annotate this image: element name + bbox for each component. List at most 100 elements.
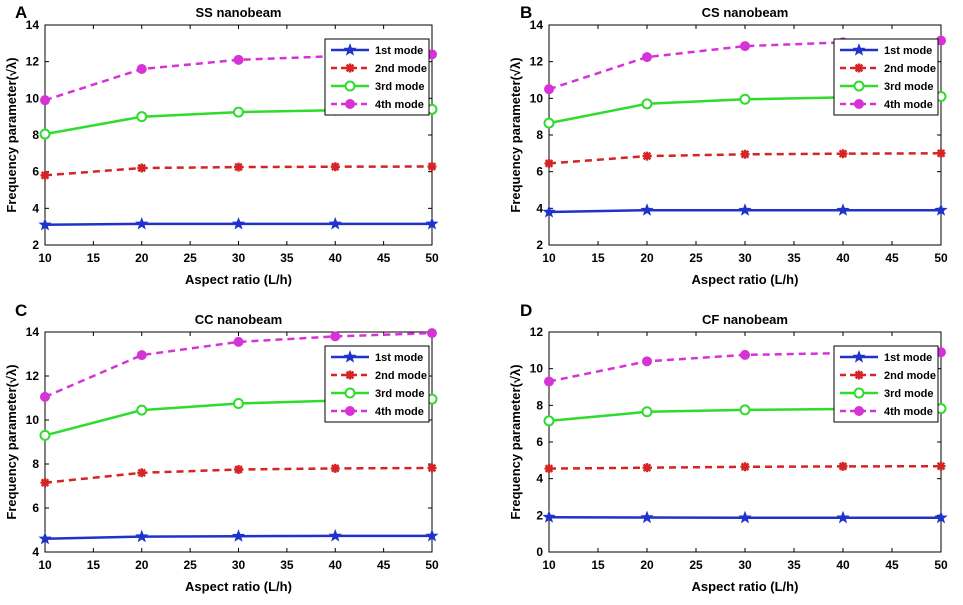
legend: 1st mode 2nd mode 3rd mode 4th mode	[324, 345, 430, 423]
y-axis-label: Frequency parameter(√λ)	[4, 364, 19, 519]
data-point	[233, 336, 244, 347]
x-tick-label: 45	[885, 251, 899, 265]
series-4th-mode	[40, 328, 437, 402]
y-tick-label: 6	[32, 165, 39, 179]
data-point	[836, 510, 850, 524]
series-2nd-mode	[544, 148, 946, 168]
legend-marker	[852, 350, 866, 363]
x-axis-label: Aspect ratio (L/h)	[185, 272, 292, 287]
x-tick-label: 35	[787, 558, 801, 572]
data-point	[641, 98, 653, 110]
x-tick-label: 20	[640, 251, 654, 265]
data-point	[934, 510, 948, 524]
chart-panel-d: D CF nanobeam 10 15 20 25 30 35 40 45 50 0 2 4 6 8 10 12 A…	[508, 301, 948, 594]
legend-entry: 2nd mode	[375, 63, 427, 75]
y-tick-label: 6	[32, 501, 39, 515]
data-point	[40, 391, 50, 402]
x-tick-label: 35	[787, 251, 801, 265]
data-point	[544, 158, 554, 168]
data-point	[40, 95, 50, 106]
x-tick-label: 35	[280, 558, 294, 572]
data-point	[544, 84, 554, 95]
data-point	[936, 148, 946, 158]
chart-title: SS nanobeam	[196, 5, 282, 20]
y-tick-label: 10	[26, 91, 40, 105]
x-tick-label: 30	[738, 251, 752, 265]
data-point	[330, 331, 341, 342]
data-point	[640, 510, 654, 524]
data-point	[137, 468, 147, 478]
y-tick-label: 4	[32, 545, 39, 559]
y-tick-label: 8	[32, 457, 39, 471]
data-point	[135, 529, 149, 543]
legend-box	[833, 345, 939, 423]
data-point	[425, 529, 439, 542]
data-point	[427, 463, 437, 473]
data-point	[642, 52, 652, 63]
x-tick-label: 45	[377, 558, 391, 572]
legend-marker	[345, 99, 355, 109]
data-point	[642, 356, 652, 367]
series-1st-mode	[542, 510, 948, 524]
data-point	[642, 463, 652, 473]
data-point	[738, 510, 752, 524]
data-point	[934, 203, 948, 216]
y-tick-label: 12	[530, 55, 544, 69]
data-point	[740, 349, 750, 360]
data-point	[838, 461, 848, 471]
legend-marker	[345, 406, 355, 416]
data-point	[234, 162, 243, 172]
legend: 1st mode 2nd mode 3rd mode 4th mode	[324, 38, 430, 116]
panel-label: A	[15, 3, 27, 22]
x-tick-label: 15	[591, 558, 605, 572]
y-axis-label: Frequency parameter(√λ)	[4, 57, 19, 212]
data-point	[40, 170, 50, 180]
legend-entry: 3rd mode	[884, 81, 934, 93]
legend-box	[324, 345, 430, 423]
data-point	[136, 64, 147, 74]
data-point	[836, 203, 850, 216]
data-point	[542, 510, 556, 523]
legend: 1st mode 2nd mode 3rd mode 4th mode	[833, 38, 939, 116]
legend-entry: 4th mode	[375, 99, 424, 111]
x-tick-label: 40	[329, 558, 343, 572]
data-point	[740, 149, 750, 159]
y-tick-label: 4	[536, 201, 543, 215]
legend-entry: 1st mode	[375, 45, 423, 57]
legend-marker	[345, 370, 355, 380]
y-tick-label: 0	[536, 545, 543, 559]
x-axis-label: Aspect ratio (L/h)	[692, 579, 799, 594]
y-axis-label: Frequency parameter(√λ)	[508, 364, 523, 519]
legend-entry: 1st mode	[884, 45, 932, 57]
data-point	[231, 529, 246, 542]
legend-marker	[854, 63, 864, 73]
series-1st-mode	[38, 529, 439, 545]
y-tick-label: 8	[536, 398, 543, 412]
y-tick-label: 2	[32, 238, 39, 252]
data-point	[40, 478, 50, 488]
y-tick-label: 2	[536, 508, 543, 522]
y-tick-label: 6	[536, 435, 543, 449]
series-2nd-mode	[40, 463, 437, 488]
chart-title: CS nanobeam	[702, 5, 789, 20]
series-1st-mode	[542, 203, 948, 218]
x-tick-label: 40	[329, 251, 343, 265]
x-tick-label: 20	[640, 558, 654, 572]
data-point	[544, 464, 554, 474]
data-point	[936, 461, 946, 471]
x-tick-label: 50	[425, 558, 439, 572]
x-axis-label: Aspect ratio (L/h)	[692, 272, 799, 287]
legend-marker	[343, 43, 357, 56]
x-tick-label: 50	[934, 251, 948, 265]
x-tick-label: 25	[183, 558, 197, 572]
data-point	[330, 463, 340, 473]
data-point	[233, 106, 244, 118]
x-tick-label: 15	[591, 251, 605, 265]
y-tick-label: 10	[26, 413, 40, 427]
panel-label: C	[15, 301, 27, 320]
legend-entry: 1st mode	[884, 352, 932, 364]
data-point	[39, 128, 51, 140]
data-point	[425, 216, 439, 230]
legend-entry: 3rd mode	[375, 81, 425, 93]
